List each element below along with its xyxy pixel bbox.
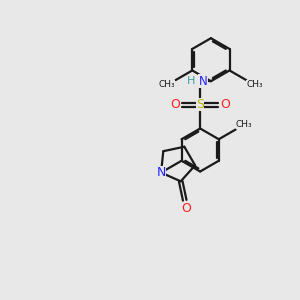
- Text: N: N: [156, 166, 166, 179]
- Text: S: S: [196, 98, 204, 111]
- Text: N: N: [199, 75, 208, 88]
- Text: CH₃: CH₃: [236, 120, 252, 129]
- Text: O: O: [170, 98, 180, 111]
- Text: CH₃: CH₃: [159, 80, 176, 89]
- Text: O: O: [182, 202, 191, 215]
- Text: H: H: [186, 76, 195, 86]
- Text: O: O: [220, 98, 230, 111]
- Text: CH₃: CH₃: [246, 80, 263, 89]
